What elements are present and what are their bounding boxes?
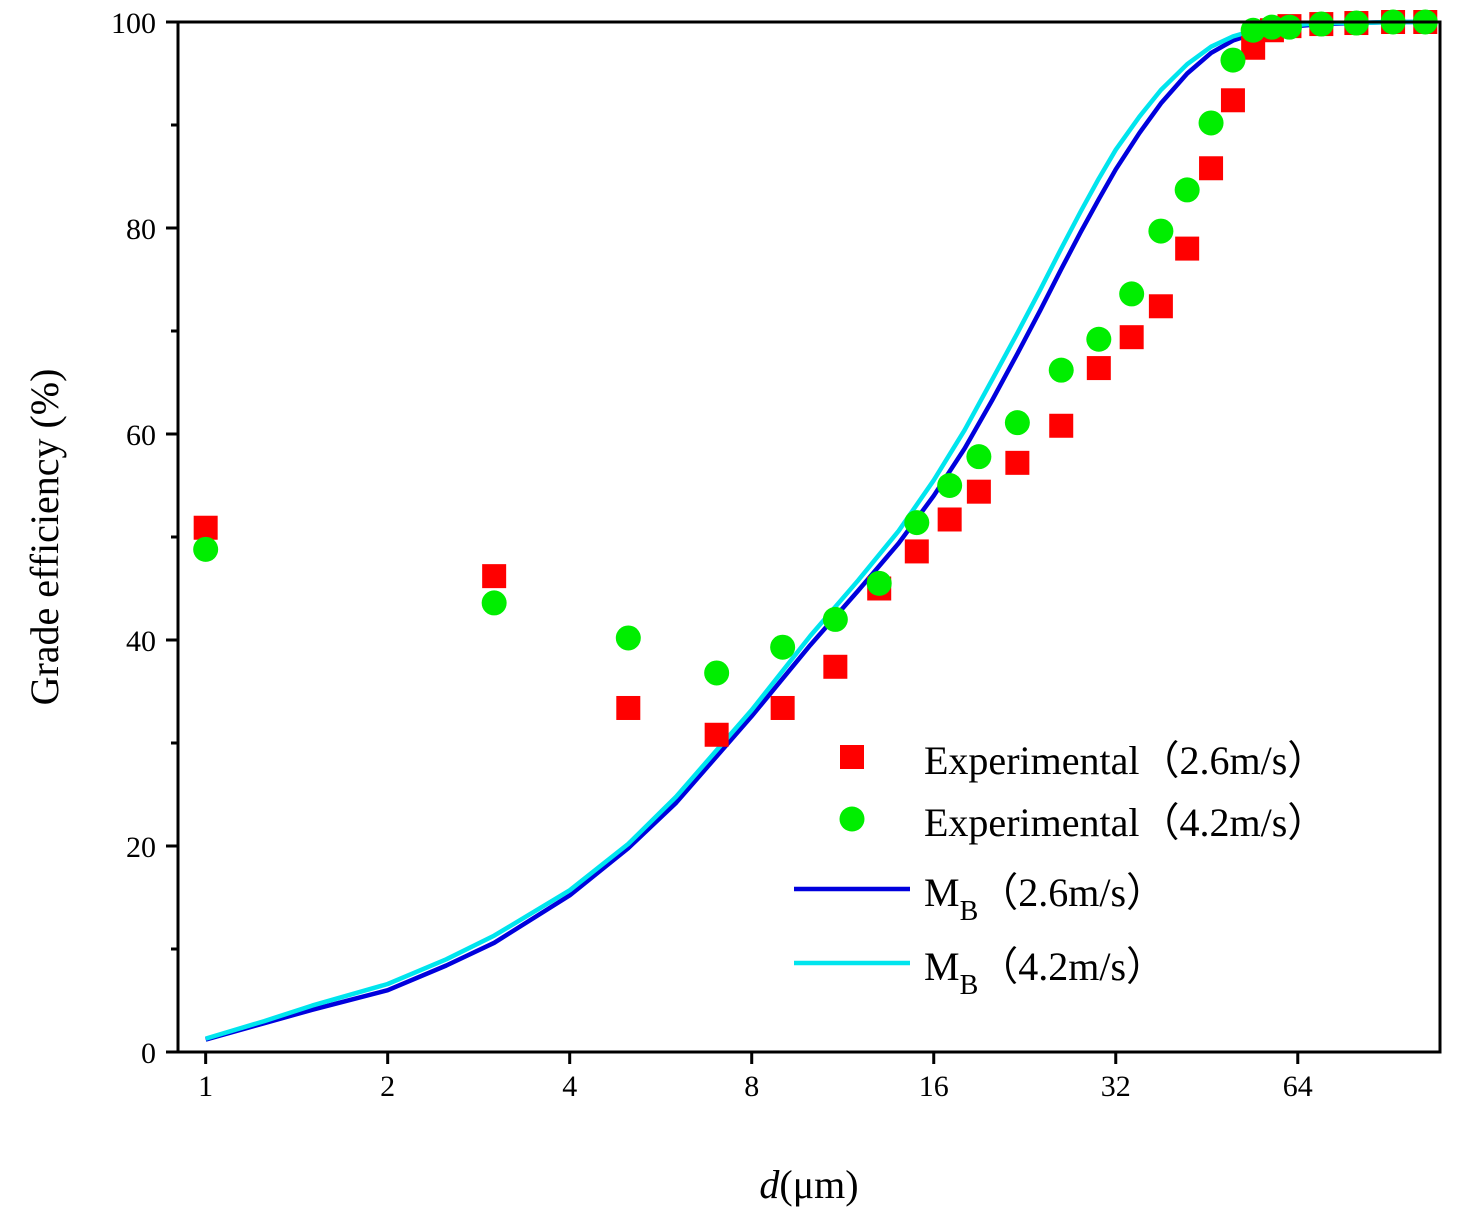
x-tick-label: 32 [1101,1070,1131,1103]
y-tick-label: 40 [126,625,156,658]
y-tick-label: 100 [111,7,156,40]
plot-frame [176,20,1442,1054]
model-curve-4.2m-s [205,19,1426,1041]
legend-label: Experimental（4.2m/s） [924,800,1327,845]
square-point [482,564,507,589]
circle-point [1048,357,1074,383]
series-layer [193,9,1438,1042]
y-tick-label: 0 [141,1037,156,1070]
square-point [193,515,218,540]
square-point [704,722,729,747]
x-axis-title-variable: d [759,1162,780,1207]
legend-marker [839,806,865,832]
square-point [1119,325,1144,350]
x-tick-label: 16 [919,1070,949,1103]
circle-point [1240,17,1266,43]
circle-point [937,473,963,498]
square-point [937,507,962,532]
plot-area: 0 20 40 60 80 100 1 2 4 8 16 32 64 [111,7,1442,1103]
x-tick-label: 8 [744,1070,759,1103]
circle-point [481,590,507,616]
circle-point [822,606,848,632]
circle-point [1198,110,1224,136]
circle-point [1276,14,1302,40]
circle-point [1308,11,1334,37]
legend-marker [840,745,864,769]
circle-point [1220,47,1246,73]
x-tick-label: 1 [198,1070,213,1103]
circle-point [1174,177,1200,203]
legend-label: MB（2.6m/s） [924,870,1166,927]
circle-point [615,625,641,651]
square-point [904,539,929,564]
circle-point [1086,326,1112,352]
circle-point [193,536,219,562]
x-axis: 1 2 4 8 16 32 64 [198,1052,1313,1103]
square-point [1005,450,1030,475]
y-axis-title: Grade efficiency (%) [22,369,67,706]
circle-point [704,660,730,686]
square-point [616,695,641,720]
x-tick-label: 2 [380,1070,395,1103]
y-tick-label: 60 [126,419,156,452]
legend: Experimental（2.6m/s） Experimental（4.2m/s）… [794,738,1327,1001]
y-axis: 0 20 40 60 80 100 [111,7,178,1070]
square-point [823,654,848,679]
circle-point [1148,218,1174,244]
square-point [1049,413,1074,438]
circle-point [770,634,796,660]
square-point [966,479,991,504]
y-tick-label: 80 [126,213,156,246]
circle-point [1004,410,1030,436]
legend-label: MB（4.2m/s） [924,944,1166,1001]
x-tick-label: 4 [562,1070,577,1103]
square-point [770,695,795,720]
square-point [1148,294,1173,319]
square-point [1175,236,1200,261]
y-tick-label: 20 [126,831,156,864]
square-point [1199,156,1224,181]
square-point [1086,356,1111,381]
x-axis-title: d(μm) [759,1162,858,1207]
square-point [1220,88,1245,113]
legend-label: Experimental（2.6m/s） [924,738,1327,783]
circle-point [966,444,992,470]
circle-point [1119,281,1145,307]
circle-point [866,570,892,596]
x-tick-label: 64 [1283,1070,1313,1103]
circle-point [904,510,930,536]
x-axis-title-unit: (μm) [779,1162,858,1207]
